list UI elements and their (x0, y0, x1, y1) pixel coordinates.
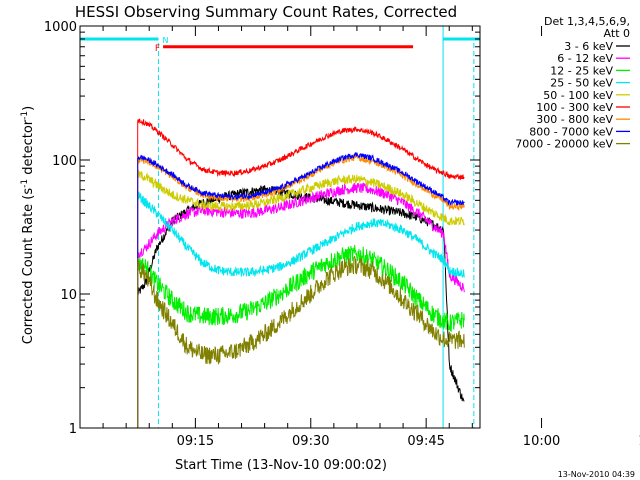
y-tick-label: 100 (52, 154, 77, 169)
y-tick-label: 10 (60, 288, 77, 303)
x-tick-label: 10:00 (523, 434, 560, 449)
legend-header-line-2: Att 0 (604, 27, 630, 40)
series-line-12-25-kev (137, 244, 465, 428)
x-tick-label: 09:15 (177, 434, 214, 449)
plot-frame (79, 25, 481, 429)
x-tick-label: 09:30 (292, 434, 329, 449)
night-flag-label: N (162, 36, 168, 45)
x-tick-label: 10:15 (638, 434, 640, 449)
legend-label-7000-20000-kev: 7000 - 20000 keV (515, 138, 613, 151)
legend-label-25-50-kev: 25 - 50 keV (550, 77, 613, 90)
y-tick-label: 1 (69, 422, 77, 437)
legend-label-50-100-kev: 50 - 100 keV (543, 89, 613, 102)
footer-timestamp: 13-Nov-2010 04:39 (558, 470, 635, 479)
series-line-800-7000-kev (137, 152, 465, 428)
y-tick-label: 1000 (44, 20, 77, 35)
legend-label-100-300-kev: 100 - 300 keV (536, 101, 613, 114)
x-tick-label: 09:45 (407, 434, 444, 449)
chart-title: HESSI Observing Summary Count Rates, Cor… (75, 3, 457, 21)
legend-label-800-7000-kev: 800 - 7000 keV (529, 125, 613, 138)
series-line-100-300-kev (137, 118, 465, 428)
legend-label-12-25-kev: 12 - 25 keV (550, 64, 613, 77)
legend-label-300-800-kev: 300 - 800 keV (536, 113, 613, 126)
series-line-6-12-kev (137, 182, 465, 428)
x-axis-label: Start Time (13-Nov-10 09:00:02) (175, 458, 387, 473)
series-line-50-100-kev (137, 170, 465, 428)
series-line-7000-20000-kev (137, 255, 465, 428)
series-line-25-50-kev (137, 191, 465, 428)
legend-header-line-1: Det 1,3,4,5,6,9, (544, 15, 630, 28)
flare-flag-label: F (155, 44, 160, 54)
y-axis-label: Corrected Count Rate (s-1 detector-1) (20, 106, 36, 344)
legend-label-3-6-kev: 3 - 6 keV (564, 40, 613, 53)
legend-label-6-12-kev: 6 - 12 keV (557, 52, 613, 65)
